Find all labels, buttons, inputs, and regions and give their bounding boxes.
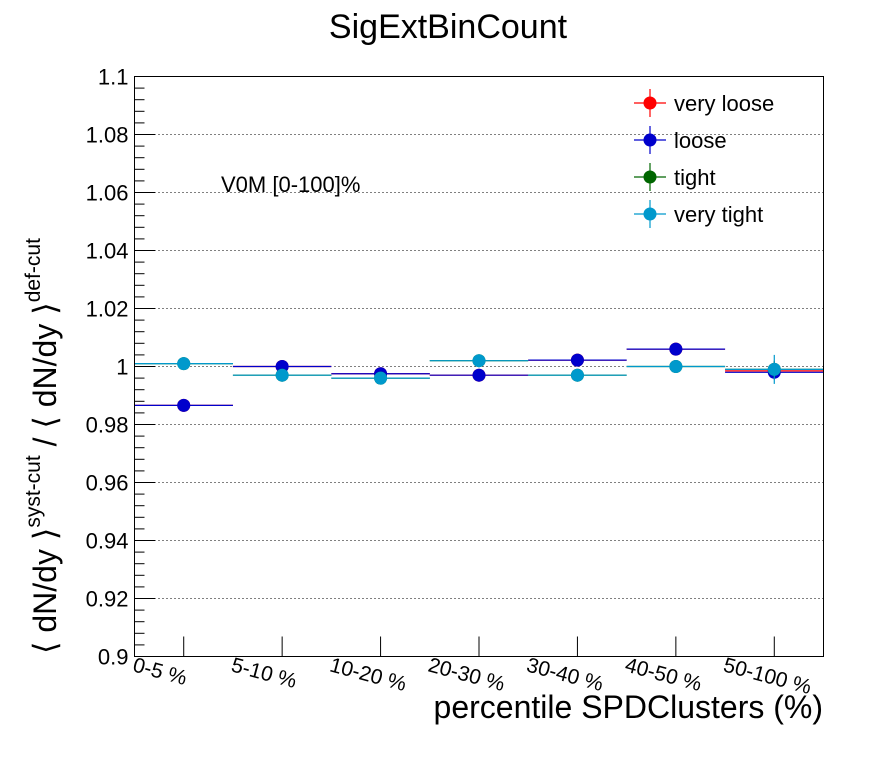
data-point — [177, 398, 191, 412]
y-axis-label-sup2: def-cut — [22, 238, 45, 302]
y-tick-label: 1.06 — [86, 181, 129, 206]
legend-entry: tight — [634, 163, 716, 191]
y-tick-label: 1 — [116, 355, 128, 380]
legend-label: tight — [674, 165, 716, 190]
legend-label: loose — [674, 128, 727, 153]
data-point — [767, 362, 781, 376]
legend: very loose loose tight very tight — [634, 89, 774, 228]
y-tick-labels: 0.9 0.92 0.94 0.96 0.98 1 1.02 1.04 1.06 1.08 1.1 — [86, 65, 129, 670]
legend-entry: loose — [634, 126, 727, 154]
legend-marker — [643, 133, 657, 147]
y-axis-label: ⟨ dN/dy ⟩syst-cut / ⟨ dN/dy ⟩def-cut — [22, 238, 63, 654]
legend-label: very tight — [674, 202, 763, 227]
y-tick-label: 0.92 — [86, 587, 129, 612]
y-axis-label-sup1: syst-cut — [22, 455, 45, 528]
data-point — [669, 360, 683, 373]
data-point — [472, 368, 486, 382]
y-tick-label: 0.98 — [86, 413, 129, 438]
data-point — [570, 353, 584, 367]
legend-marker — [643, 96, 657, 110]
y-axis-label-part2: / ⟨ dN/dy ⟩ — [27, 302, 63, 455]
data-point — [374, 371, 388, 385]
series-very-tight — [134, 354, 824, 385]
legend-label: very loose — [674, 91, 774, 116]
centrality-annotation: V0M [0-100]% — [221, 172, 360, 197]
chart-title: SigExtBinCount — [329, 8, 568, 46]
legend-marker — [643, 170, 657, 184]
y-tick-label: 1.04 — [86, 239, 129, 264]
data-point — [472, 354, 486, 368]
legend-entry: very loose — [634, 89, 774, 117]
y-tick-label: 1.1 — [98, 65, 129, 90]
y-tick-label: 0.94 — [86, 529, 129, 554]
x-axis-label: percentile SPDClusters (%) — [434, 689, 823, 725]
data-point — [669, 342, 683, 356]
y-tick-label: 0.9 — [98, 645, 129, 670]
data-point — [177, 357, 191, 371]
legend-marker — [643, 207, 657, 221]
y-tick-label: 1.08 — [86, 123, 129, 148]
data-point — [570, 368, 584, 382]
y-axis-label-part1: ⟨ dN/dy ⟩ — [27, 528, 63, 654]
data-point — [275, 368, 289, 382]
y-tick-label: 1.02 — [86, 297, 129, 322]
axis-layer — [134, 76, 775, 657]
legend-entry: very tight — [634, 200, 763, 228]
series-layer — [134, 342, 824, 412]
y-tick-label: 0.96 — [86, 471, 129, 496]
